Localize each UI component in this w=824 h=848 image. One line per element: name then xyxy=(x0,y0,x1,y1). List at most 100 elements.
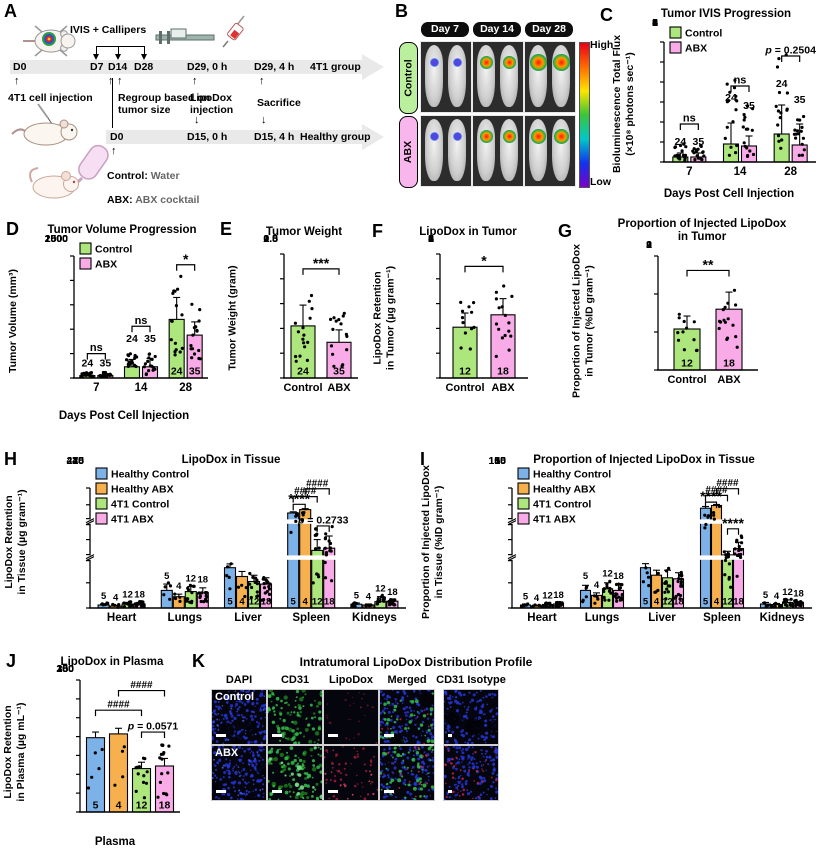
svg-text:7: 7 xyxy=(93,382,99,394)
svg-text:5: 5 xyxy=(101,591,107,602)
timeline-d7: D7 xyxy=(90,61,104,73)
svg-text:Liver: Liver xyxy=(648,612,676,624)
svg-text:12: 12 xyxy=(542,591,553,602)
svg-text:Heart: Heart xyxy=(527,612,557,624)
scale-bar xyxy=(272,734,282,737)
svg-text:ns: ns xyxy=(135,315,148,327)
panel-a-label: A xyxy=(4,1,17,21)
svg-text:12: 12 xyxy=(122,590,133,601)
panel-h-title: LipoDox in Tissue xyxy=(181,454,281,466)
mouse-image xyxy=(529,119,547,181)
panel-b-label: B xyxy=(395,1,408,21)
svg-text:10: 10 xyxy=(494,455,506,467)
svg-text:12: 12 xyxy=(249,597,260,608)
svg-text:35: 35 xyxy=(189,366,201,378)
scale-bar xyxy=(216,790,226,793)
sacrifice-label: Sacrifice xyxy=(257,97,301,109)
ivis-callipers-label: IVIS + Callipers xyxy=(70,24,147,36)
panel-i-label: I xyxy=(420,449,426,469)
control-key: Control: xyxy=(107,170,148,183)
svg-text:0: 0 xyxy=(78,455,84,467)
svg-text:1: 1 xyxy=(646,239,652,251)
scale-bar xyxy=(328,790,338,793)
svg-text:1: 1 xyxy=(652,17,658,29)
svg-text:4: 4 xyxy=(428,233,434,245)
svg-text:2.5: 2.5 xyxy=(263,233,278,245)
ivis-bracket-arrow xyxy=(93,54,99,60)
svg-text:p = 0.2733: p = 0.2733 xyxy=(297,514,349,526)
abx-key: ABX: xyxy=(107,194,133,207)
svg-text:p = 0.0571: p = 0.0571 xyxy=(127,721,179,733)
panel-e: E Tumor Weight Tumor Weight (gram) 0.0 0.… xyxy=(218,216,370,428)
ivis-image-cell xyxy=(524,41,576,113)
bioluminescence-signal xyxy=(452,57,462,67)
mouse-injection-icon xyxy=(11,103,78,146)
svg-text:1.0: 1.0 xyxy=(263,233,278,245)
timeline-d29-0h: D29, 0 h xyxy=(187,61,228,73)
svg-text:1500: 1500 xyxy=(45,233,69,245)
bioluminescence-signal xyxy=(429,57,439,67)
mouse-image xyxy=(448,119,466,181)
svg-text:100: 100 xyxy=(56,663,74,675)
ivis-image-cell xyxy=(420,41,472,113)
svg-text:5: 5 xyxy=(93,800,99,812)
svg-text:####: #### xyxy=(716,478,739,489)
scale-bar xyxy=(272,790,282,793)
panel-i: I Proportion of Injected LipoDox in Tiss… xyxy=(420,446,824,646)
svg-text:18: 18 xyxy=(198,575,209,586)
svg-text:45: 45 xyxy=(72,455,84,467)
svg-text:Lungs: Lungs xyxy=(585,612,620,624)
svg-text:18: 18 xyxy=(387,587,398,598)
bioluminescence-signal xyxy=(553,128,569,144)
svg-text:12: 12 xyxy=(459,366,471,378)
panel-j: J LipoDox in Plasma LipoDox Retention in… xyxy=(2,650,190,848)
svg-text:10: 10 xyxy=(494,455,506,467)
svg-text:Liver: Liver xyxy=(234,612,262,624)
svg-text:p = 0.2504: p = 0.2504 xyxy=(764,45,816,57)
panel-i-title: Proportion of Injected LipoDox in Tissue xyxy=(533,454,755,466)
svg-text:Spleen: Spleen xyxy=(703,612,741,624)
up-arrow: ↑ xyxy=(117,75,123,87)
timeline-d15-4h: D15, 4 h xyxy=(254,131,295,143)
panel-f-title: LipoDox in Tumor xyxy=(419,226,517,238)
svg-text:35: 35 xyxy=(99,357,111,369)
svg-text:35: 35 xyxy=(794,94,806,106)
svg-text:18: 18 xyxy=(261,597,272,608)
lipodox-injection-label: LipoDox injection xyxy=(190,92,234,117)
svg-text:24: 24 xyxy=(674,136,686,148)
svg-text:35: 35 xyxy=(692,136,704,148)
svg-text:500: 500 xyxy=(50,233,68,245)
mouse-image xyxy=(529,45,547,107)
svg-text:200: 200 xyxy=(56,663,74,675)
svg-text:350: 350 xyxy=(56,663,74,675)
svg-text:3: 3 xyxy=(428,233,434,245)
svg-text:12: 12 xyxy=(136,800,148,812)
mouse-image xyxy=(500,45,518,107)
bioluminescence-signal xyxy=(479,55,493,69)
panel-g-title: Proportion of Injected LipoDox in Tumor xyxy=(617,218,787,244)
chart-tumor-weight: 0.0 0.5 1.0 1.5 2.0 2.5 24 35 Control ABX *** xyxy=(254,233,366,400)
svg-text:24: 24 xyxy=(126,333,138,345)
timeline-d0: D0 xyxy=(13,61,27,73)
panel-h: H LipoDox in Tissue LipoDox Retention in… xyxy=(3,446,418,646)
microscopy-tile xyxy=(443,689,499,745)
svg-text:Kidneys: Kidneys xyxy=(352,612,397,624)
panel-j-xlabel: Plasma xyxy=(94,836,136,848)
panel-b: B Day 7 Day 14 Day 28 Control ABX High Low xyxy=(393,1,613,210)
timeline-d29-4h: D29, 4 h xyxy=(254,61,295,73)
panel-c-xlabel: Days Post Cell Injection xyxy=(663,188,795,200)
regroup-connector-line xyxy=(112,78,113,128)
scale-high-label: High xyxy=(590,39,614,51)
scale-bar xyxy=(216,734,226,737)
ivis-bracket-arrow xyxy=(115,54,121,60)
svg-text:18: 18 xyxy=(723,358,735,370)
mouse-image xyxy=(500,119,518,181)
regroup-label: Regroup based on tumor size xyxy=(118,92,211,117)
svg-text:1: 1 xyxy=(428,233,434,245)
svg-text:5: 5 xyxy=(523,592,529,603)
svg-text:Healthy Control: Healthy Control xyxy=(111,469,189,481)
svg-text:12: 12 xyxy=(681,358,693,370)
svg-text:####: #### xyxy=(306,478,329,489)
svg-text:0: 0 xyxy=(652,17,658,29)
